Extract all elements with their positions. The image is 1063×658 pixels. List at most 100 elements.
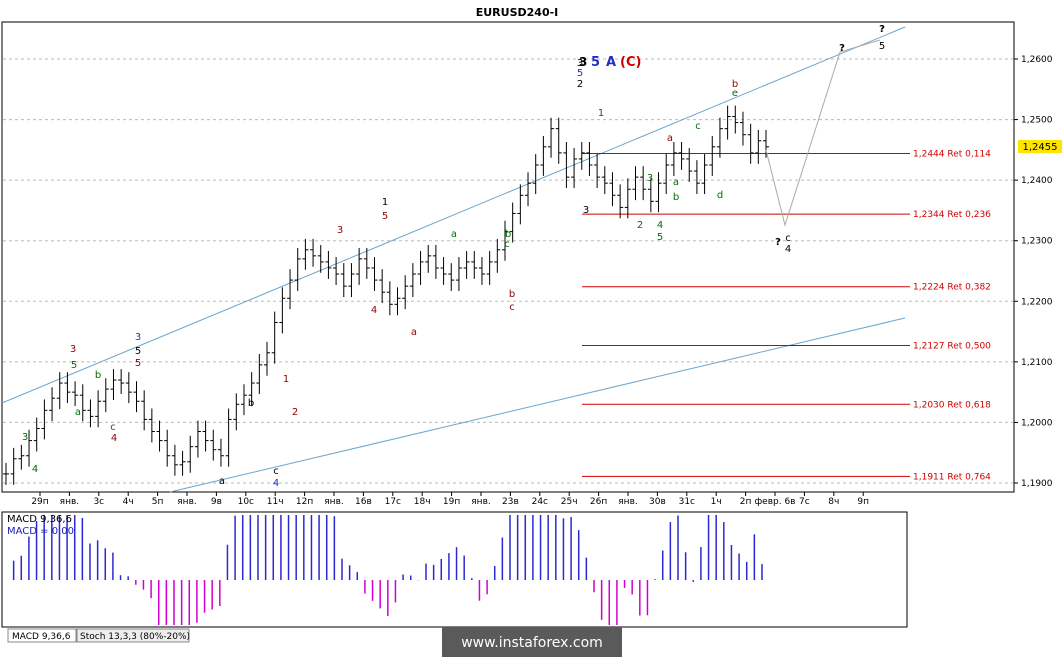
fib-level-label: 1,2030 Ret 0,618 [913, 400, 991, 410]
price-bar [701, 154, 708, 195]
price-bar [10, 447, 17, 485]
price-bar [693, 160, 700, 195]
wave-label: 5 [71, 360, 77, 371]
price-bar [440, 257, 447, 285]
y-tick-label: 1,2200 [1021, 297, 1053, 307]
x-tick-label: янв. [60, 497, 79, 507]
price-bar [501, 220, 508, 261]
price-bar [739, 111, 746, 146]
price-bar [310, 238, 317, 267]
price-bar [79, 384, 86, 422]
price-bar [333, 257, 340, 285]
chart-title: EURUSD240-I [476, 6, 559, 19]
price-bar [379, 269, 386, 304]
price-bar [279, 287, 286, 334]
x-tick-label: февр. 6в [754, 497, 795, 507]
wave-label: 5 [382, 211, 388, 222]
x-tick-label: 19п [443, 497, 460, 507]
wave-label: b [505, 229, 511, 240]
price-bar [571, 148, 578, 189]
x-tick-label: 9п [857, 497, 869, 507]
x-tick-label: 16в [355, 497, 372, 507]
price-grid [3, 58, 1013, 484]
wave-label: a [451, 229, 457, 240]
wave-label: ? [775, 237, 781, 248]
price-bar [478, 257, 485, 285]
y-tick-label: 1,2100 [1021, 358, 1053, 368]
wave-label: c [785, 233, 791, 244]
price-bar [3, 463, 9, 485]
price-axis: 1,2600 1,2500 1,2400 1,2300 1,2200 1,2100 1,20… [1014, 55, 1053, 489]
watermark-text[interactable]: www.instaforex.com [461, 635, 603, 651]
price-bar [56, 372, 63, 410]
wave-label: 3 [577, 58, 583, 69]
y-tick-label: 1,1900 [1021, 479, 1053, 489]
price-bar [471, 251, 478, 279]
price-bar [394, 287, 401, 316]
x-tick-label: 3с [93, 497, 104, 507]
wave-label: 1 [382, 197, 388, 208]
price-bar [194, 420, 201, 458]
wave-label: 3 [647, 173, 653, 184]
price-bar [225, 408, 232, 467]
price-bar [563, 141, 570, 189]
x-tick-label: 8ч [828, 497, 839, 507]
price-bar [302, 238, 309, 270]
wave-label: 3 [135, 332, 141, 343]
current-price-box [1018, 140, 1062, 153]
price-bar [640, 166, 647, 201]
wave-label: 3 [583, 205, 589, 216]
wave-label: b [95, 370, 101, 381]
price-bar [287, 269, 294, 310]
wave-label: b [248, 398, 254, 409]
price-bar [64, 372, 71, 404]
wave-label: d [717, 190, 723, 201]
tab-stoch[interactable] [76, 628, 190, 643]
fib-level-label: 1,2344 Ret 0,236 [913, 210, 991, 220]
macd-panel-frame [1, 511, 908, 628]
price-bar [670, 141, 677, 176]
price-bar [686, 148, 693, 182]
wave-label: b [732, 79, 738, 90]
price-bar [678, 141, 685, 170]
fib-level-label: 1,2444 Ret 0,114 [913, 149, 991, 159]
price-bar [555, 117, 562, 164]
wave-label: a [667, 133, 673, 144]
wave-label: 4 [32, 464, 38, 475]
price-bar [716, 117, 723, 158]
price-bar [586, 141, 593, 176]
wave-label: 2 [292, 407, 298, 418]
wave-label: 5 [657, 232, 663, 243]
wave-label: b [509, 289, 515, 300]
x-tick-label: 7с [799, 497, 810, 507]
wave-label: c [504, 239, 510, 250]
price-bar [732, 105, 739, 134]
trend-channel [1, 26, 906, 493]
x-tick-label: 4ч [123, 497, 134, 507]
price-bar [371, 257, 378, 291]
macd-value-label: MACD = 0,00 [7, 526, 74, 537]
wave-label: c [110, 422, 116, 433]
fib-level-label: 1,1911 Ret 0,764 [913, 472, 991, 482]
fibonacci-levels: 1,2444 Ret 0,114 1,2344 Ret 0,236 1,2224 R… [582, 149, 991, 482]
date-axis: 29п янв. 3с 4ч 5п янв. 9в 10с 11ч 12п янв. 16в 17с 18… [31, 492, 869, 507]
y-tick-label: 1,2400 [1021, 176, 1053, 186]
price-bar [118, 369, 125, 394]
price-bar [18, 444, 25, 470]
wave-label: 4 [657, 220, 663, 231]
price-bar [409, 263, 416, 298]
price-bar [601, 166, 608, 195]
x-tick-label: 30в [649, 497, 666, 507]
macd-name-label: MACD 9,36,6 [7, 514, 72, 525]
x-tick-label: 29п [31, 497, 48, 507]
wave-header-c: (C) [620, 55, 641, 70]
price-bar [624, 178, 631, 219]
tab-macd[interactable] [7, 628, 77, 643]
price-bar [164, 429, 171, 467]
x-tick-label: янв. [324, 497, 343, 507]
x-tick-label: 1ч [711, 497, 722, 507]
price-bar [517, 184, 524, 225]
price-bar [49, 387, 56, 422]
wave-label: 5 [577, 68, 583, 79]
